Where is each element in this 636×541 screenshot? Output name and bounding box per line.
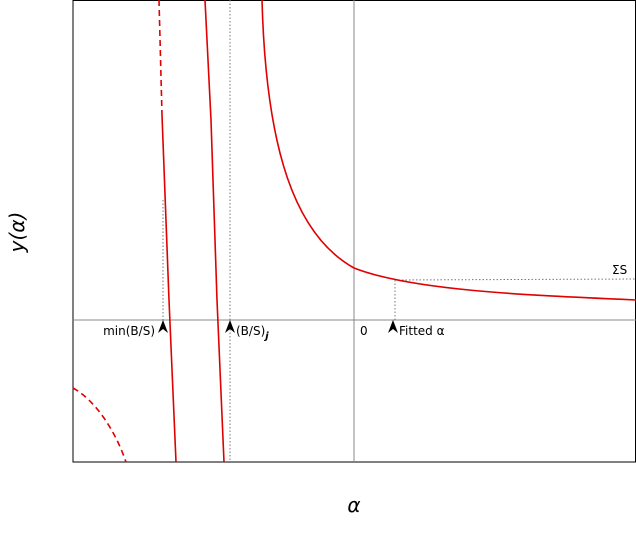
annotation: (B/S)j <box>236 324 269 342</box>
guide-lines <box>162 0 636 462</box>
y-axis-label: y(α) <box>5 212 29 254</box>
curves <box>72 0 636 463</box>
arrows <box>158 320 398 333</box>
annotation: Fitted α <box>399 324 445 338</box>
arrow <box>158 320 168 333</box>
arrow <box>225 320 235 333</box>
annotation: ΣS <box>612 263 627 277</box>
curve <box>161 114 177 463</box>
x-axis-label: α <box>347 493 360 517</box>
annotation-subscript: j <box>263 331 269 342</box>
guide-line <box>394 278 636 281</box>
curve <box>204 0 225 463</box>
curve-dashed <box>72 387 127 463</box>
curve <box>261 0 636 301</box>
arrow <box>388 320 398 333</box>
annotation: 0 <box>360 324 368 338</box>
curve-dashed <box>158 0 163 116</box>
annotation: min(B/S) <box>103 324 155 338</box>
annotation: (B/S) <box>236 324 265 338</box>
